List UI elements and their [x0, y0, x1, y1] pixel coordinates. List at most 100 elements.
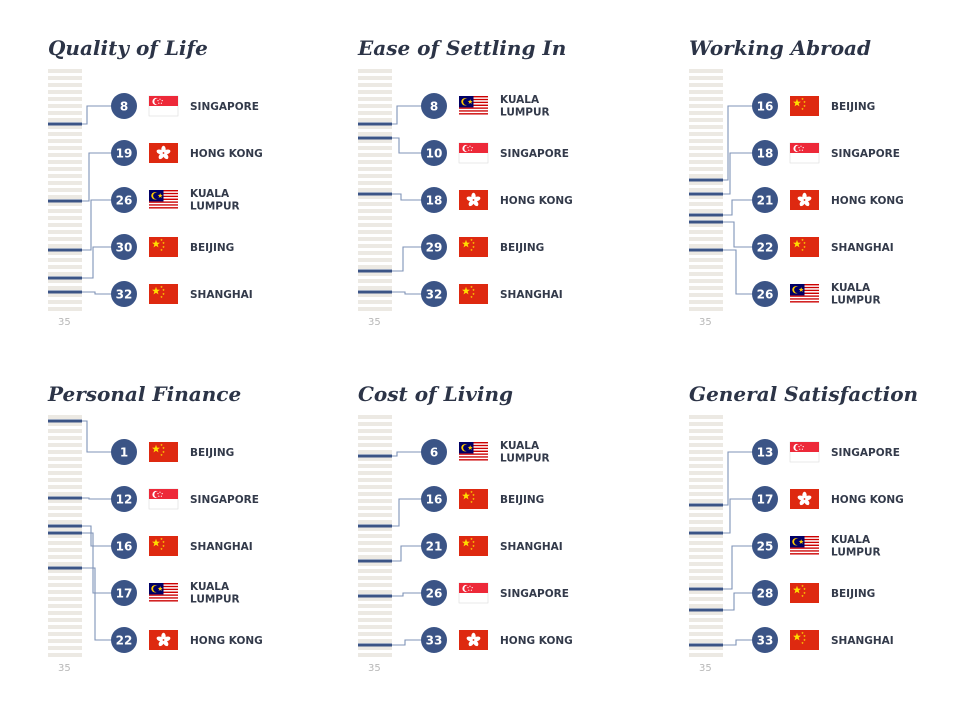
- scale-stripe: [48, 646, 82, 650]
- rank-connector: [723, 592, 753, 611]
- rank-value: 17: [757, 492, 774, 506]
- scale-stripe: [689, 265, 723, 269]
- rank-badge: [421, 281, 447, 307]
- rank-badge: [421, 580, 447, 606]
- rank-scale: [48, 69, 82, 311]
- rank-connector: [82, 420, 112, 453]
- scale-stripe: [48, 244, 82, 248]
- rank-scale: [358, 69, 392, 311]
- rank-marker: [689, 608, 723, 612]
- ranking-item: 32 SHANGHAI: [358, 281, 563, 307]
- scale-stripe: [689, 443, 723, 447]
- scale-stripe: [48, 76, 82, 80]
- rank-connector: [392, 451, 422, 457]
- scale-label: 35: [58, 317, 71, 328]
- scale-stripe: [48, 618, 82, 622]
- scale-stripe: [689, 534, 723, 538]
- city-label: KUALA LUMPUR: [190, 188, 240, 213]
- scale-stripe: [48, 415, 82, 419]
- scale-stripe: [689, 646, 723, 650]
- rank-badge: [752, 580, 778, 606]
- rank-badge: [111, 533, 137, 559]
- scale-stripe: [48, 97, 82, 101]
- scale-stripe: [358, 436, 392, 440]
- scale-stripe: [358, 118, 392, 122]
- rank-value: 13: [757, 445, 774, 459]
- rank-connector: [723, 221, 753, 248]
- city-label: SHANGHAI: [190, 289, 253, 301]
- scale-stripe: [689, 272, 723, 276]
- rank-marker: [48, 531, 82, 535]
- scale-stripe: [358, 485, 392, 489]
- scale-label: 35: [368, 317, 381, 328]
- rank-connector: [82, 291, 112, 295]
- rank-marker: [358, 524, 392, 528]
- rank-badge: [752, 187, 778, 213]
- scale-stripe: [689, 251, 723, 255]
- ranking-item: 33 HONG KONG: [358, 627, 573, 653]
- malaysia-flag-icon: [459, 96, 488, 117]
- ranking-item: 10 SINGAPORE: [358, 136, 569, 166]
- rank-connector: [392, 137, 422, 154]
- scale-stripe: [358, 237, 392, 241]
- scale-stripe: [358, 83, 392, 87]
- scale-stripe: [689, 111, 723, 115]
- scale-stripe: [48, 160, 82, 164]
- scale-stripe: [358, 576, 392, 580]
- china-flag-icon: [149, 237, 178, 257]
- scale-stripe: [689, 223, 723, 227]
- rank-value: 28: [757, 586, 774, 600]
- ranking-item: 28 BEIJING: [689, 580, 875, 612]
- scale-stripe: [689, 485, 723, 489]
- singapore-flag-icon: [148, 95, 179, 117]
- scale-stripe: [358, 132, 392, 136]
- rank-badge: [111, 140, 137, 166]
- rank-badge: [752, 439, 778, 465]
- rank-value: 16: [757, 99, 774, 113]
- scale-stripe: [689, 499, 723, 503]
- city-label: HONG KONG: [190, 148, 263, 160]
- scale-stripe: [358, 125, 392, 129]
- scale-label: 35: [699, 317, 712, 328]
- scale-stripe: [358, 279, 392, 283]
- rank-scale: [689, 69, 723, 311]
- ranking-item: 16 BEIJING: [689, 93, 875, 182]
- scale-stripe: [689, 279, 723, 283]
- rank-value: 12: [116, 492, 133, 506]
- scale-stripe: [358, 478, 392, 482]
- ranking-item: 29 BEIJING: [358, 234, 544, 273]
- scale-stripe: [358, 160, 392, 164]
- rank-marker: [358, 559, 392, 563]
- china-flag-icon: [790, 237, 819, 257]
- scale-stripe: [48, 471, 82, 475]
- scale-stripe: [358, 286, 392, 290]
- scale-stripe: [48, 443, 82, 447]
- rank-marker: [689, 178, 723, 182]
- scale-stripe: [48, 279, 82, 283]
- city-label: BEIJING: [831, 101, 875, 113]
- rank-marker: [48, 122, 82, 126]
- rank-marker: [48, 566, 82, 570]
- city-label: BEIJING: [831, 588, 875, 600]
- scale-stripe: [689, 429, 723, 433]
- panel-title: Working Abroad: [689, 36, 871, 60]
- scale-stripe: [358, 146, 392, 150]
- scale-stripe: [689, 611, 723, 615]
- rank-connector: [392, 592, 422, 597]
- hongkong-flag-icon: [459, 190, 488, 210]
- scale-label: 35: [368, 663, 381, 674]
- scale-stripe: [48, 562, 82, 566]
- scale-stripe: [48, 604, 82, 608]
- rank-badge: [421, 486, 447, 512]
- panel-cost-of-living: Cost of Living 35 6 KUALA LUMPUR 16 BEIJING 21 S…: [358, 382, 573, 674]
- scale-stripe: [358, 251, 392, 255]
- scale-stripe: [689, 625, 723, 629]
- rank-marker: [48, 290, 82, 294]
- rank-connector: [723, 152, 753, 195]
- scale-stripe: [689, 209, 723, 213]
- malaysia-flag-icon: [149, 583, 178, 604]
- rank-connector: [82, 532, 112, 594]
- city-label: SINGAPORE: [190, 101, 259, 113]
- rank-connector: [723, 199, 753, 216]
